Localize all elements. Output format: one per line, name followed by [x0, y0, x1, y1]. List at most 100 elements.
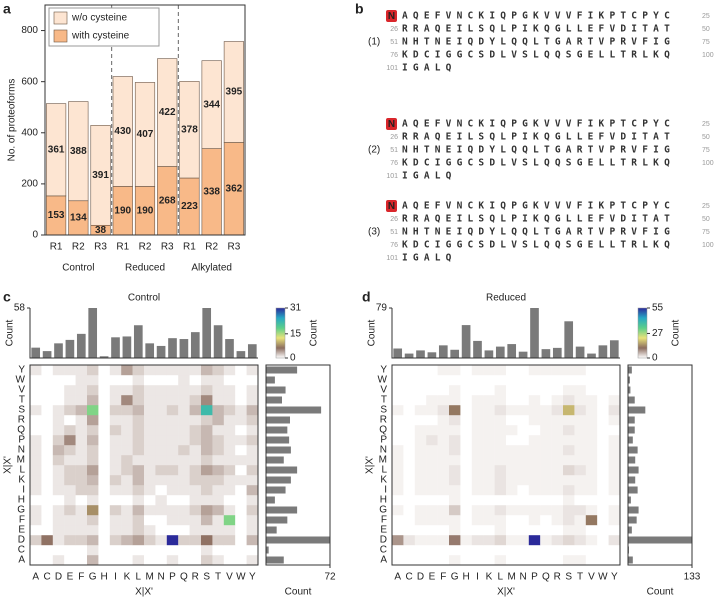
heatmap-cell [98, 445, 110, 456]
heatmap-cell [246, 505, 259, 516]
y-tick-label: P [380, 435, 387, 446]
heatmap-cell [563, 555, 575, 566]
heatmap-cell [178, 535, 190, 546]
heatmap-cell [483, 385, 495, 396]
heatmap-cell [471, 505, 484, 516]
colorbar-tick-label: 0 [652, 353, 658, 364]
heatmap-cell [528, 525, 541, 536]
right-bar [266, 456, 284, 464]
heatmap-cell [551, 475, 564, 486]
heatmap-cell [585, 555, 598, 566]
top-bar [609, 340, 619, 358]
heatmap-cell [109, 395, 122, 406]
heatmap-cell [483, 415, 495, 426]
heatmap-cell [166, 455, 179, 466]
data-label: 338 [203, 186, 220, 197]
start-position: 76 [390, 160, 398, 167]
heatmap-cell [201, 505, 213, 516]
heatmap-cell [98, 515, 110, 526]
right-bar [266, 376, 275, 384]
y-tick-label: D [380, 535, 387, 546]
heatmap-cell [155, 475, 167, 486]
heatmap-frame [29, 364, 259, 566]
heatmap-cell [109, 545, 122, 556]
heatmap-cell [551, 555, 564, 566]
heatmap-cell [437, 525, 450, 536]
bar-segment [134, 82, 156, 187]
heatmap-cell [506, 445, 518, 456]
right-bar [266, 506, 298, 514]
heatmap-cell [506, 555, 518, 566]
legend-swatch [53, 29, 68, 43]
heatmap-cell [528, 455, 541, 466]
heatmap-cell [75, 475, 88, 486]
heatmap-cell [574, 365, 586, 376]
heatmap-cell [189, 555, 202, 566]
n-terminus-badge [386, 200, 397, 212]
end-position: 50 [702, 134, 710, 141]
heatmap-cell [540, 475, 552, 486]
heatmap-cell [414, 505, 427, 516]
heatmap-cell [597, 515, 609, 526]
heatmap-cell [494, 475, 507, 486]
x-tick-label: R [554, 572, 561, 583]
sequence-line: NHTNEIQDYLQQLTGARTVPRVFIG [402, 145, 675, 156]
y-tick-label: N [18, 445, 25, 456]
heatmap-cell [109, 455, 122, 466]
top-bar [507, 344, 517, 358]
top-bar [225, 339, 234, 358]
heatmap-cell [223, 405, 236, 416]
top-bar [42, 351, 52, 358]
heatmap-cell [528, 465, 541, 476]
heatmap-cell [494, 365, 507, 376]
top-bar [552, 347, 562, 358]
chart-title: Reduced [486, 293, 526, 304]
heatmap-cell [403, 475, 415, 486]
heatmap-cell [563, 425, 575, 436]
heatmap-cell [132, 545, 145, 556]
right-bar [628, 476, 636, 484]
heatmap-cell [52, 395, 65, 406]
right-bar [628, 416, 635, 424]
heatmap-cell [506, 455, 518, 466]
heatmap-cell [144, 535, 156, 546]
heatmap-cell [189, 365, 202, 376]
heatmap-cell [201, 405, 213, 416]
heatmap-cell [426, 395, 438, 406]
heatmap-cell [597, 555, 609, 566]
heatmap-cell [144, 435, 156, 446]
heatmap-cell [201, 375, 213, 386]
heatmap-cell [517, 515, 529, 526]
heatmap-cell [483, 505, 495, 516]
heatmap-cell [528, 415, 541, 426]
heatmap-cell [414, 475, 427, 486]
heatmap-cell [132, 365, 145, 376]
heatmap-cell [144, 545, 156, 556]
heatmap-cell [178, 405, 190, 416]
heatmap-cell [460, 405, 472, 416]
heatmap-cell [155, 365, 167, 376]
heatmap-cell [540, 505, 552, 516]
heatmap-cell [471, 365, 484, 376]
top-bar [473, 340, 482, 358]
y-axis-label: X|X' [3, 456, 14, 474]
top-bar [99, 356, 109, 358]
heatmap-cell [121, 475, 133, 486]
heatmap-cell [483, 465, 495, 476]
heatmap-cell [155, 515, 167, 526]
right-bar [628, 426, 635, 434]
heatmap-cell [494, 535, 507, 546]
heatmap-cell [506, 465, 518, 476]
heatmap-cell [189, 425, 202, 436]
end-position: 75 [702, 147, 710, 154]
top-bar [145, 343, 155, 358]
heatmap-cell [597, 375, 609, 386]
heatmap-cell [121, 375, 133, 386]
heatmap-cell [597, 445, 609, 456]
heatmap-cell [506, 475, 518, 486]
heatmap-cell [403, 525, 415, 536]
heatmap-cell [563, 385, 575, 396]
heatmap-cell [506, 425, 518, 436]
heatmap-cell [212, 415, 224, 426]
heatmap-cell [30, 435, 42, 446]
